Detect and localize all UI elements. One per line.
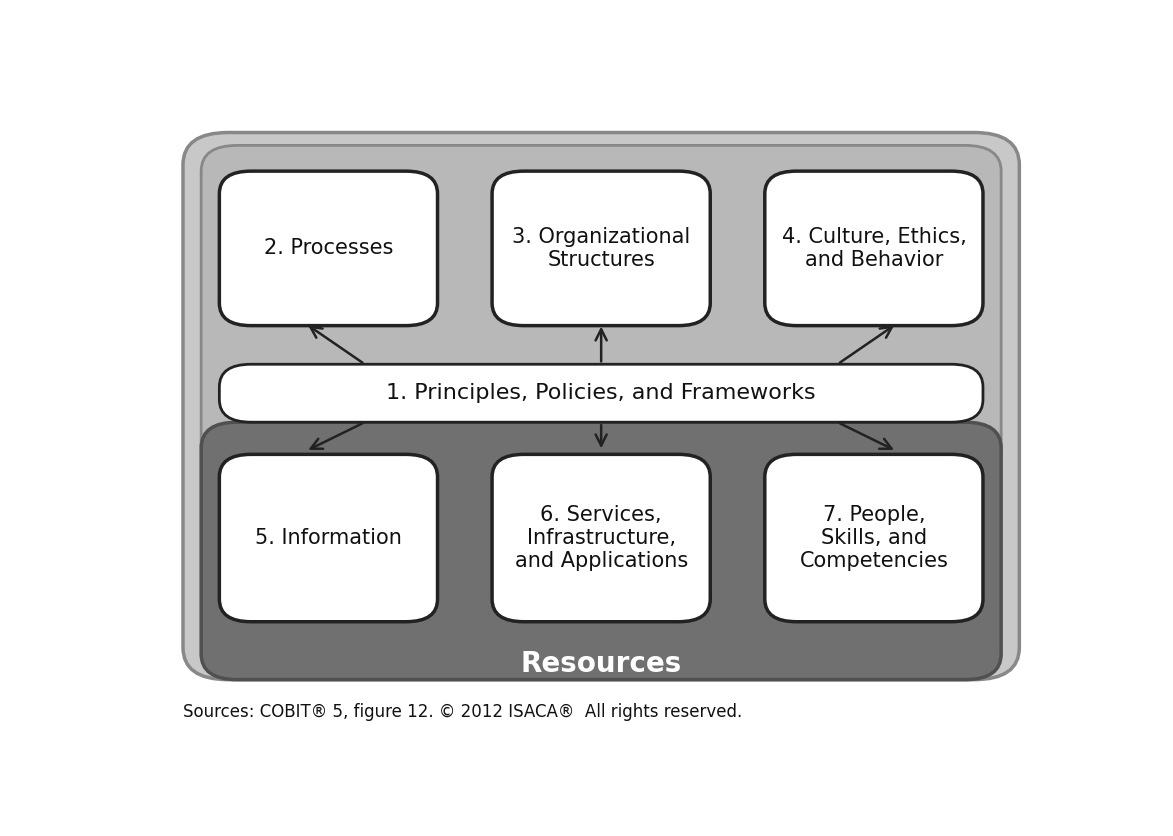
FancyBboxPatch shape (493, 455, 711, 622)
Text: 6. Services,
Infrastructure,
and Applications: 6. Services, Infrastructure, and Applica… (515, 505, 687, 571)
FancyBboxPatch shape (202, 422, 1001, 680)
FancyBboxPatch shape (765, 455, 983, 622)
Text: Resources: Resources (521, 650, 682, 677)
Text: 4. Culture, Ethics,
and Behavior: 4. Culture, Ethics, and Behavior (781, 227, 967, 270)
FancyBboxPatch shape (183, 133, 1019, 680)
FancyBboxPatch shape (219, 455, 438, 622)
Text: Sources: COBIT® 5, figure 12. © 2012 ISACA®  All rights reserved.: Sources: COBIT® 5, figure 12. © 2012 ISA… (183, 703, 743, 721)
FancyBboxPatch shape (202, 145, 1001, 474)
FancyBboxPatch shape (493, 171, 711, 326)
FancyBboxPatch shape (765, 171, 983, 326)
Text: 7. People,
Skills, and
Competencies: 7. People, Skills, and Competencies (800, 505, 948, 571)
FancyBboxPatch shape (219, 171, 438, 326)
Text: 1. Principles, Policies, and Frameworks: 1. Principles, Policies, and Frameworks (386, 383, 816, 403)
Text: 3. Organizational
Structures: 3. Organizational Structures (513, 227, 690, 270)
FancyBboxPatch shape (219, 364, 983, 422)
Text: 5. Information: 5. Information (255, 528, 402, 548)
Text: 2. Processes: 2. Processes (264, 238, 393, 258)
